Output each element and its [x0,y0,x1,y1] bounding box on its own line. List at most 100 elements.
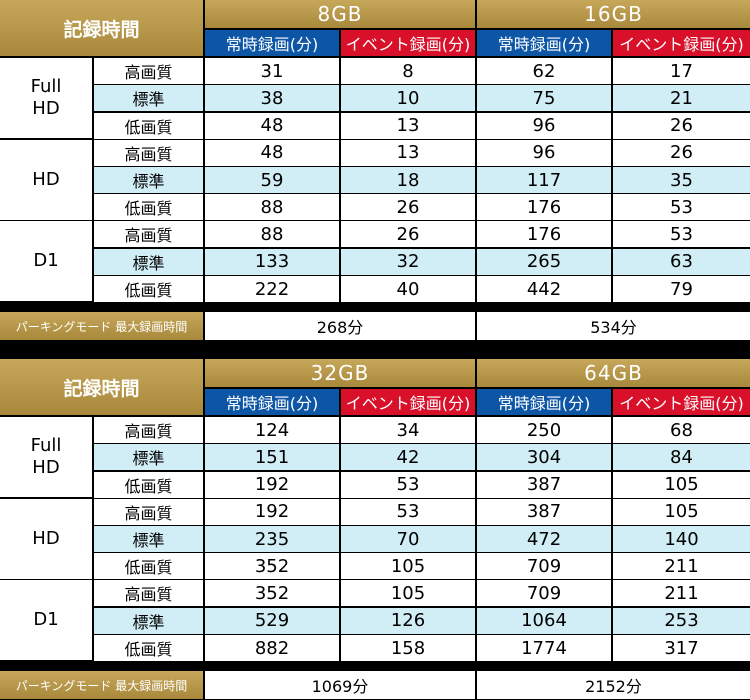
minutes-cell: 84 [613,444,750,471]
minutes-cell: 48 [205,139,339,166]
minutes-cell: 265 [477,248,611,275]
recording-time-table-8gb-16gb: 記録時間 8GB 16GB 常時録画(分) イベント録画(分) 常時録画(分) イベント録画… [0,0,750,341]
minutes-cell: 211 [613,580,750,607]
minutes-cell: 53 [613,221,750,248]
minutes-cell: 176 [477,194,611,221]
minutes-cell: 1774 [477,635,611,661]
quality-label: 高画質 [94,221,203,248]
minutes-cell: 53 [341,498,475,525]
minutes-cell: 352 [205,553,339,580]
quality-label: 標準 [94,444,203,471]
minutes-cell: 70 [341,526,475,552]
minutes-cell: 1064 [477,607,611,634]
quality-label: 低画質 [94,112,203,139]
quality-label: 標準 [94,167,203,193]
minutes-cell: 709 [477,553,611,580]
resolution-label: Full HD [0,417,92,497]
minutes-cell: 151 [205,444,339,471]
quality-label: 高画質 [94,580,203,607]
minutes-cell: 250 [477,417,611,443]
continuous-recording-header: 常時録画(分) [205,30,339,56]
minutes-cell: 211 [613,553,750,580]
parking-mode-value: 268分 [205,312,475,340]
minutes-cell: 117 [477,167,611,193]
minutes-cell: 26 [341,194,475,221]
minutes-cell: 387 [477,471,611,498]
minutes-cell: 79 [613,276,750,302]
continuous-recording-header: 常時録画(分) [205,389,339,415]
minutes-cell: 53 [341,471,475,498]
parking-mode-label: パーキングモード 最大録画時間 [0,671,203,699]
header-label: 記録時間 [0,0,203,56]
minutes-cell: 38 [205,85,339,112]
quality-label: 標準 [94,526,203,552]
minutes-cell: 75 [477,85,611,112]
minutes-cell: 34 [341,417,475,443]
parking-mode-label: パーキングモード 最大録画時間 [0,312,203,340]
minutes-cell: 176 [477,221,611,248]
minutes-cell: 253 [613,607,750,634]
minutes-cell: 96 [477,112,611,139]
minutes-cell: 48 [205,112,339,139]
event-recording-header: イベント録画(分) [613,389,750,415]
minutes-cell: 235 [205,526,339,552]
capacity-header: 8GB [205,0,475,28]
minutes-cell: 26 [341,221,475,248]
event-recording-header: イベント録画(分) [613,30,750,56]
minutes-cell: 352 [205,580,339,607]
header-label: 記録時間 [0,359,203,415]
minutes-cell: 88 [205,221,339,248]
resolution-label: Full HD [0,58,92,138]
quality-label: 低画質 [94,194,203,221]
minutes-cell: 133 [205,248,339,275]
minutes-cell: 105 [341,553,475,580]
capacity-header: 16GB [477,0,750,28]
minutes-cell: 192 [205,498,339,525]
quality-label: 高画質 [94,498,203,525]
parking-mode-value: 534分 [477,312,750,340]
minutes-cell: 26 [613,112,750,139]
minutes-cell: 13 [341,112,475,139]
minutes-cell: 21 [613,85,750,112]
minutes-cell: 387 [477,498,611,525]
minutes-cell: 13 [341,139,475,166]
minutes-cell: 96 [477,139,611,166]
event-recording-header: イベント録画(分) [341,30,475,56]
quality-label: 高画質 [94,139,203,166]
minutes-cell: 17 [613,58,750,84]
minutes-cell: 124 [205,417,339,443]
quality-label: 標準 [94,85,203,112]
minutes-cell: 68 [613,417,750,443]
minutes-cell: 105 [613,498,750,525]
minutes-cell: 62 [477,58,611,84]
continuous-recording-header: 常時録画(分) [477,389,611,415]
minutes-cell: 882 [205,635,339,661]
minutes-cell: 40 [341,276,475,302]
minutes-cell: 35 [613,167,750,193]
minutes-cell: 42 [341,444,475,471]
minutes-cell: 18 [341,167,475,193]
parking-mode-value: 1069分 [205,671,475,699]
minutes-cell: 105 [613,471,750,498]
capacity-header: 64GB [477,359,750,387]
minutes-cell: 140 [613,526,750,552]
minutes-cell: 59 [205,167,339,193]
minutes-cell: 63 [613,248,750,275]
quality-label: 高画質 [94,417,203,443]
quality-label: 低画質 [94,471,203,498]
capacity-header: 32GB [205,359,475,387]
minutes-cell: 709 [477,580,611,607]
minutes-cell: 88 [205,194,339,221]
minutes-cell: 304 [477,444,611,471]
minutes-cell: 472 [477,526,611,552]
event-recording-header: イベント録画(分) [341,389,475,415]
parking-mode-value: 2152分 [477,671,750,699]
minutes-cell: 53 [613,194,750,221]
minutes-cell: 32 [341,248,475,275]
resolution-label: D1 [0,580,92,661]
minutes-cell: 317 [613,635,750,661]
minutes-cell: 26 [613,139,750,166]
minutes-cell: 222 [205,276,339,302]
minutes-cell: 158 [341,635,475,661]
quality-label: 標準 [94,248,203,275]
